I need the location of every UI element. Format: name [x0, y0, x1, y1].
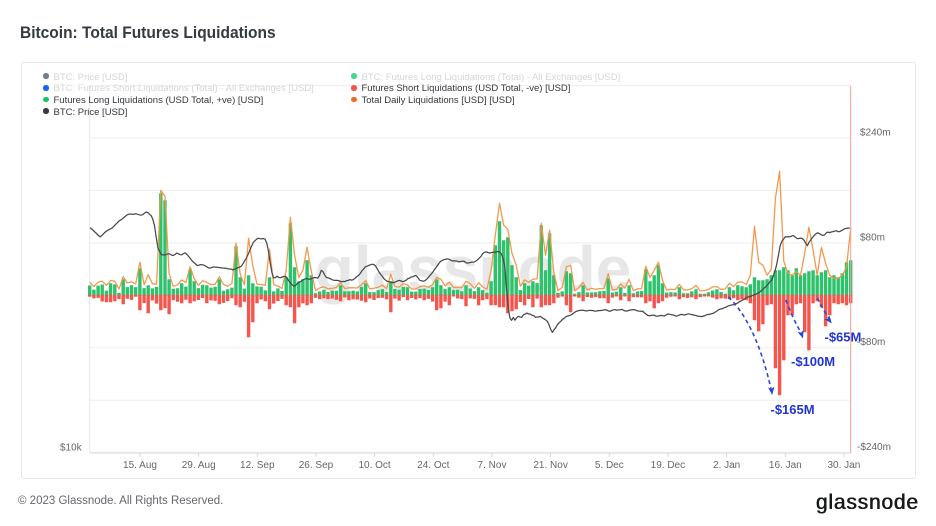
svg-text:7. Nov: 7. Nov [478, 460, 507, 471]
svg-text:16. Jan: 16. Jan [769, 460, 802, 471]
svg-text:-$100M: -$100M [791, 354, 835, 369]
svg-text:29. Aug: 29. Aug [182, 460, 216, 471]
svg-text:10. Oct: 10. Oct [358, 460, 390, 471]
svg-text:12. Sep: 12. Sep [240, 460, 275, 471]
svg-text:21. Nov: 21. Nov [533, 460, 567, 471]
svg-text:19. Dec: 19. Dec [651, 460, 685, 471]
svg-text:$80m: $80m [860, 232, 885, 243]
svg-text:30. Jan: 30. Jan [827, 460, 860, 471]
svg-text:15. Aug: 15. Aug [123, 460, 157, 471]
svg-text:-$165M: -$165M [771, 402, 815, 417]
svg-text:-$65M: -$65M [825, 330, 862, 345]
svg-text:2. Jan: 2. Jan [713, 460, 740, 471]
svg-text:$240m: $240m [860, 128, 891, 139]
svg-text:$10k: $10k [60, 443, 83, 454]
svg-text:-$240m: -$240m [857, 442, 891, 453]
svg-text:24. Oct: 24. Oct [417, 460, 449, 471]
svg-text:26. Sep: 26. Sep [299, 460, 334, 471]
svg-text:-$80m: -$80m [857, 337, 885, 348]
svg-text:5. Dec: 5. Dec [595, 460, 624, 471]
